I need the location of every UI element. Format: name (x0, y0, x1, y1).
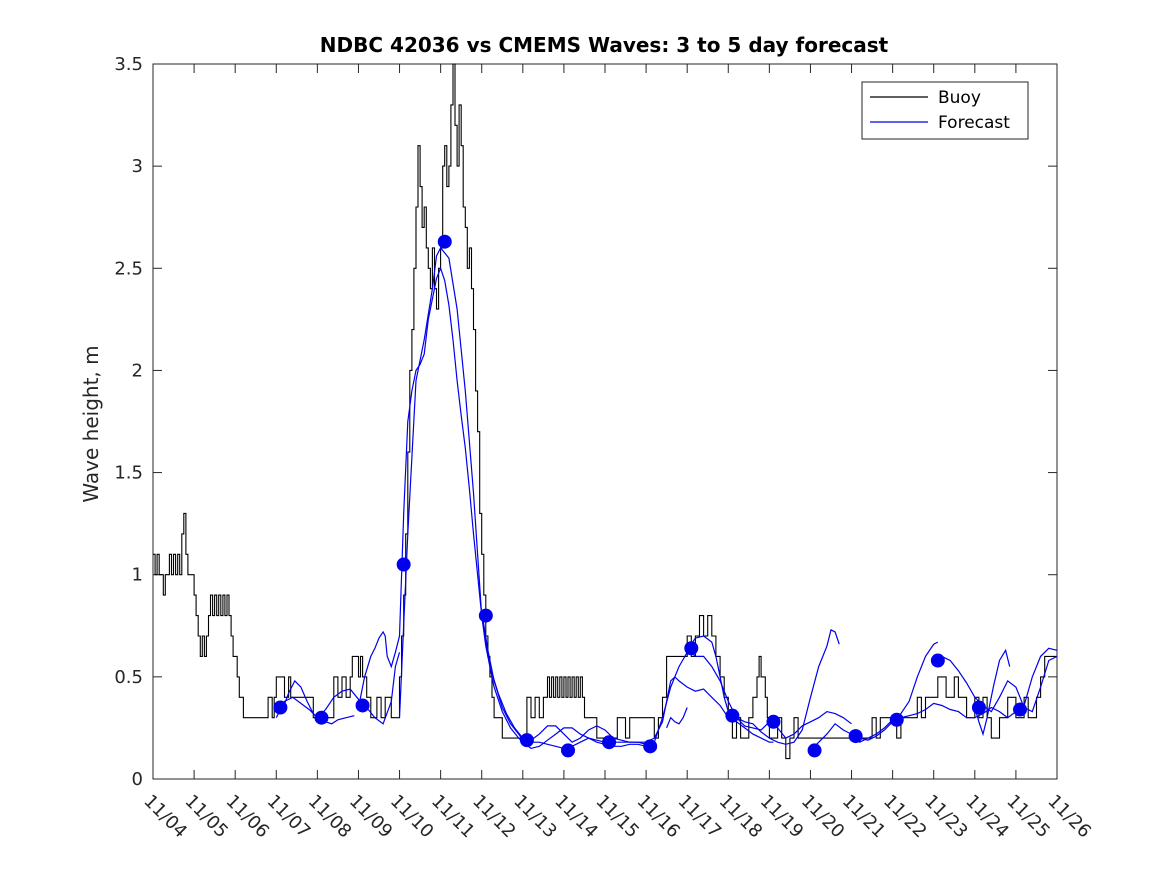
chart-title: NDBC 42036 vs CMEMS Waves: 3 to 5 day fo… (320, 33, 889, 57)
y-tick-label: 0.5 (114, 667, 143, 688)
y-tick-label: 1.5 (114, 463, 143, 484)
x-tick-label: 11/14 (550, 791, 602, 843)
forecast-marker (355, 698, 370, 713)
x-tick-label: 11/18 (715, 791, 767, 843)
x-tick-label: 11/10 (386, 791, 438, 843)
forecast-marker (396, 557, 411, 572)
x-tick-label: 11/20 (797, 791, 849, 843)
y-tick-label: 3.5 (114, 54, 143, 75)
forecast-marker (807, 743, 822, 758)
x-tick-label: 11/13 (509, 791, 561, 843)
y-axis-label: Wave height, m (79, 345, 103, 502)
x-tick-label: 11/08 (304, 791, 356, 843)
x-tick-label: 11/06 (222, 791, 274, 843)
x-tick-label: 11/07 (263, 791, 315, 843)
x-tick-label: 11/24 (961, 791, 1013, 843)
x-tick-label: 11/16 (633, 791, 685, 843)
series-forecast-line (974, 648, 1011, 737)
plot-area: 00.511.522.533.511/0411/0511/0611/0711/0… (114, 54, 1095, 842)
forecast-marker (437, 234, 452, 249)
x-tick-label: 11/19 (756, 791, 808, 843)
x-tick-label: 11/09 (345, 791, 397, 843)
forecast-marker (848, 729, 863, 744)
plot-frame (152, 63, 1058, 780)
forecast-marker (1013, 702, 1028, 717)
legend: Buoy Forecast (861, 81, 1029, 140)
x-tick-label: 11/05 (181, 791, 233, 843)
forecast-marker (314, 710, 329, 725)
x-tick-label: 11/17 (674, 791, 726, 843)
forecast-marker (519, 733, 534, 748)
series-forecast-line (933, 655, 1058, 713)
forecast-marker (273, 700, 288, 715)
series-forecast-line (666, 707, 688, 729)
y-tick-label: 3 (132, 156, 143, 177)
x-tick-label: 11/12 (468, 791, 520, 843)
forecast-marker (930, 653, 945, 668)
forecast-marker (889, 712, 904, 727)
y-tick-label: 0 (132, 769, 143, 790)
x-tick-label: 11/22 (879, 791, 931, 843)
forecast-marker (478, 608, 493, 623)
x-tick-label: 11/11 (427, 791, 479, 843)
y-tick-label: 1 (132, 565, 143, 586)
series-forecast-line (275, 652, 401, 725)
forecast-marker (766, 714, 781, 729)
y-tick-label: 2 (132, 360, 143, 381)
x-tick-label: 11/04 (139, 791, 191, 843)
forecast-marker (561, 743, 576, 758)
x-tick-label: 11/23 (920, 791, 972, 843)
x-tick-label: 11/21 (838, 791, 890, 843)
series-forecast-line (398, 246, 774, 743)
forecast-marker (971, 700, 986, 715)
legend-label-buoy: Buoy (938, 88, 981, 108)
forecast-marker (725, 708, 740, 723)
forecast-marker (602, 735, 617, 750)
legend-label-forecast: Forecast (938, 113, 1010, 133)
x-tick-label: 11/25 (1002, 791, 1054, 843)
x-tick-label: 11/26 (1043, 791, 1095, 843)
forecast-marker (643, 739, 658, 754)
series-forecast-line (357, 266, 647, 750)
series-forecast-line (481, 611, 840, 750)
y-tick-label: 2.5 (114, 258, 143, 279)
legend-box (861, 81, 1029, 140)
forecast-marker (684, 641, 699, 656)
x-tick-label: 11/15 (591, 791, 643, 843)
